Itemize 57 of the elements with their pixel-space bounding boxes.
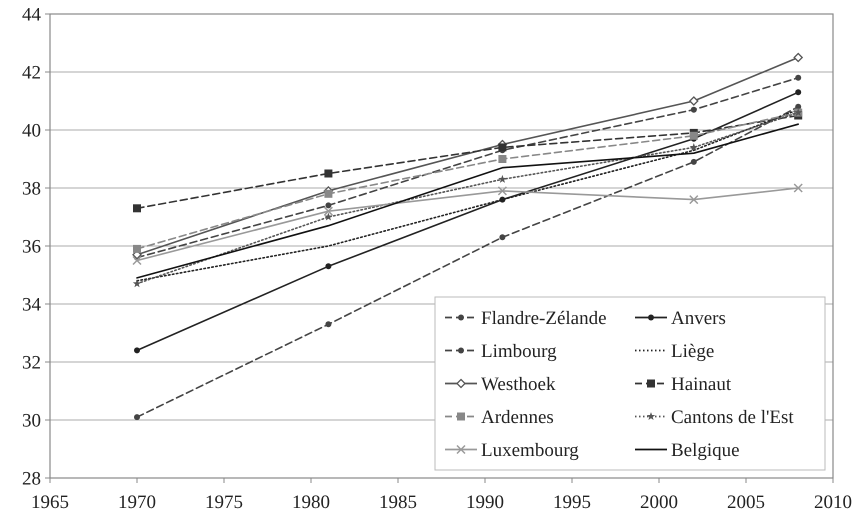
point <box>324 206 334 216</box>
x-tick-label: 1990 <box>466 492 504 513</box>
x-tick-label: 1970 <box>118 492 156 513</box>
point <box>498 186 508 196</box>
legend-label: Liège <box>671 341 714 362</box>
x-tick-label: 2000 <box>640 492 678 513</box>
y-tick-label: 38 <box>22 178 41 200</box>
y-tick-label: 28 <box>22 468 41 490</box>
y-tick-label: 30 <box>22 410 41 432</box>
legend-label: Ardennes <box>481 407 554 428</box>
legend-label: Limbourg <box>481 341 558 362</box>
y-tick-label: 40 <box>22 120 41 142</box>
x-tick-label: 2005 <box>727 492 765 513</box>
point <box>325 202 332 208</box>
y-tick-label: 42 <box>22 62 41 84</box>
y-tick-label: 36 <box>22 236 41 258</box>
point <box>324 190 332 198</box>
point <box>689 194 699 204</box>
point <box>325 321 332 328</box>
point <box>795 74 802 81</box>
point <box>324 212 333 221</box>
point <box>134 347 140 354</box>
x-tick-label: 1975 <box>205 492 243 513</box>
legend-label: Flandre-Zélande <box>481 308 607 330</box>
point <box>498 155 506 163</box>
x-tick-label: 1985 <box>379 492 417 513</box>
point <box>132 279 142 288</box>
point <box>499 234 506 240</box>
point <box>794 52 803 62</box>
point <box>133 244 141 253</box>
point <box>689 96 698 106</box>
point <box>324 170 332 178</box>
y-tick-label: 32 <box>22 352 41 374</box>
legend-label: Anvers <box>671 308 726 330</box>
point <box>690 143 698 151</box>
y-tick-label: 44 <box>22 4 42 26</box>
x-tick-label: 1980 <box>292 492 330 513</box>
point <box>690 106 697 113</box>
legend-label: Cantons de l'Est <box>671 407 794 428</box>
point <box>132 256 142 266</box>
legend-label: Belgique <box>671 440 740 462</box>
point <box>134 414 140 420</box>
x-tick-label: 1965 <box>31 492 69 513</box>
x-tick-label: 2010 <box>814 492 852 513</box>
point <box>690 158 697 165</box>
legend-label: Westhoek <box>481 374 556 396</box>
point <box>325 263 332 270</box>
legend-label: Hainaut <box>671 374 732 396</box>
point <box>690 132 698 140</box>
legend-label: Luxembourg <box>481 440 580 462</box>
point <box>795 89 802 96</box>
point <box>793 183 803 193</box>
y-tick-label: 34 <box>22 294 42 316</box>
point <box>498 143 506 152</box>
point <box>133 204 141 212</box>
x-tick-label: 1995 <box>553 492 591 513</box>
point <box>498 174 507 183</box>
